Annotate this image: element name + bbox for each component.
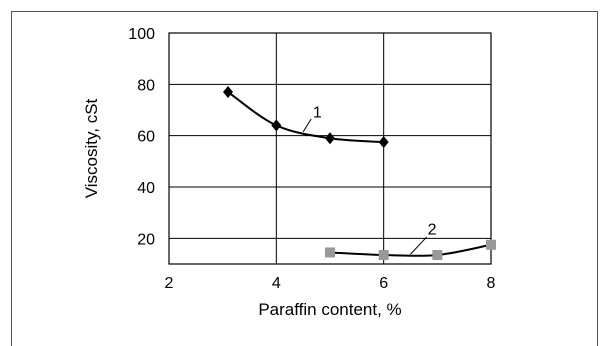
y-tick-label: 80 xyxy=(137,77,155,94)
series-callouts: 12 xyxy=(302,105,437,255)
x-tick-label: 2 xyxy=(165,275,174,292)
series-group xyxy=(223,86,496,261)
plot-area xyxy=(168,32,492,265)
x-tick-label: 8 xyxy=(487,275,496,292)
y-tick-label: 100 xyxy=(128,26,155,43)
series-1-point xyxy=(325,132,335,145)
series-1-point xyxy=(271,119,282,132)
chart-frame xyxy=(11,11,598,346)
series-1-leader xyxy=(302,118,312,133)
grid xyxy=(168,32,492,264)
series-2-leader xyxy=(410,236,427,255)
x-tick-label: 6 xyxy=(379,275,388,292)
x-axis-title: Paraffin content, % xyxy=(258,300,401,319)
series-2-point xyxy=(432,250,443,261)
series-1-point xyxy=(223,86,234,99)
series-2-point xyxy=(378,250,389,261)
series-2-point xyxy=(325,247,335,258)
series-2-callout: 2 xyxy=(428,221,437,238)
series-1-line xyxy=(227,91,384,144)
series-2-line xyxy=(329,243,492,257)
y-tick-label: 40 xyxy=(137,180,155,197)
series-1-callout: 1 xyxy=(313,105,322,122)
series-1-point xyxy=(378,136,389,149)
y-axis-title: Viscosity, cSt xyxy=(82,98,101,198)
y-tick-label: 60 xyxy=(137,129,155,146)
y-tick-label: 20 xyxy=(137,231,155,248)
series-2-point xyxy=(486,239,496,250)
x-tick-label: 4 xyxy=(272,275,281,292)
tick-labels: 2 4 6 8 20 40 60 80 100 xyxy=(128,26,495,292)
